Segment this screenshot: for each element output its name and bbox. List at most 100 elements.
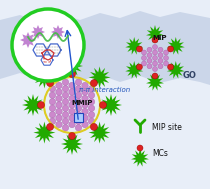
- Circle shape: [82, 89, 88, 95]
- Circle shape: [136, 46, 142, 52]
- Circle shape: [49, 98, 56, 105]
- Circle shape: [56, 108, 62, 115]
- Text: MMIP: MMIP: [71, 100, 93, 106]
- Polygon shape: [31, 25, 45, 39]
- Circle shape: [69, 95, 75, 102]
- Circle shape: [82, 82, 88, 89]
- Circle shape: [82, 108, 88, 115]
- Polygon shape: [146, 73, 164, 91]
- Circle shape: [69, 121, 75, 128]
- Polygon shape: [22, 94, 44, 116]
- Circle shape: [88, 86, 95, 92]
- Circle shape: [56, 95, 62, 102]
- Circle shape: [47, 123, 54, 130]
- Circle shape: [69, 108, 75, 115]
- Circle shape: [100, 101, 106, 108]
- Polygon shape: [125, 61, 143, 79]
- Polygon shape: [89, 122, 111, 144]
- Polygon shape: [131, 149, 149, 167]
- Circle shape: [152, 56, 158, 60]
- Circle shape: [62, 92, 69, 98]
- Circle shape: [62, 118, 69, 124]
- Circle shape: [62, 105, 69, 112]
- Circle shape: [82, 95, 88, 102]
- Circle shape: [75, 79, 82, 85]
- Circle shape: [88, 118, 95, 124]
- Circle shape: [49, 86, 56, 92]
- Circle shape: [75, 112, 82, 118]
- Circle shape: [56, 102, 62, 108]
- Circle shape: [158, 58, 163, 63]
- Circle shape: [75, 125, 82, 131]
- Circle shape: [75, 86, 82, 92]
- Text: GO: GO: [183, 70, 197, 80]
- Polygon shape: [33, 122, 55, 144]
- Polygon shape: [61, 55, 83, 77]
- Circle shape: [88, 105, 95, 112]
- Circle shape: [137, 145, 143, 151]
- Circle shape: [82, 121, 88, 128]
- Circle shape: [75, 92, 82, 98]
- Circle shape: [164, 50, 168, 55]
- Circle shape: [147, 64, 152, 69]
- Circle shape: [152, 73, 158, 79]
- Bar: [74, 113, 83, 122]
- Circle shape: [82, 102, 88, 108]
- Circle shape: [164, 56, 168, 60]
- Circle shape: [88, 92, 95, 98]
- Circle shape: [168, 64, 174, 70]
- Polygon shape: [100, 94, 122, 116]
- Circle shape: [69, 89, 75, 95]
- Polygon shape: [33, 66, 55, 88]
- Circle shape: [147, 53, 152, 58]
- Circle shape: [47, 80, 54, 87]
- Circle shape: [49, 118, 56, 124]
- Circle shape: [12, 9, 84, 81]
- Polygon shape: [51, 25, 65, 39]
- Polygon shape: [20, 32, 36, 48]
- Circle shape: [158, 53, 163, 58]
- Circle shape: [168, 46, 174, 52]
- Polygon shape: [167, 61, 185, 79]
- Circle shape: [56, 89, 62, 95]
- Polygon shape: [167, 37, 185, 55]
- Polygon shape: [89, 66, 111, 88]
- Circle shape: [158, 47, 163, 52]
- Circle shape: [62, 125, 69, 131]
- Circle shape: [49, 105, 56, 112]
- Circle shape: [68, 132, 76, 139]
- Polygon shape: [61, 133, 83, 155]
- Circle shape: [147, 58, 152, 63]
- Text: MIP site: MIP site: [152, 122, 182, 132]
- Circle shape: [152, 37, 158, 43]
- Polygon shape: [146, 25, 164, 43]
- Circle shape: [62, 79, 69, 85]
- Circle shape: [75, 118, 82, 124]
- Circle shape: [152, 50, 158, 55]
- Circle shape: [75, 98, 82, 105]
- Circle shape: [82, 115, 88, 121]
- Circle shape: [152, 44, 158, 50]
- Text: π-π interaction: π-π interaction: [79, 87, 131, 93]
- Polygon shape: [125, 37, 143, 55]
- Circle shape: [38, 101, 45, 108]
- Circle shape: [164, 61, 168, 66]
- Text: MIP: MIP: [153, 35, 167, 41]
- Circle shape: [152, 67, 158, 71]
- Circle shape: [62, 98, 69, 105]
- Circle shape: [91, 123, 97, 130]
- Polygon shape: [0, 11, 210, 85]
- Circle shape: [136, 64, 142, 70]
- Circle shape: [56, 121, 62, 128]
- Circle shape: [69, 102, 75, 108]
- Circle shape: [56, 82, 62, 89]
- Circle shape: [69, 115, 75, 121]
- Circle shape: [142, 56, 147, 60]
- Circle shape: [88, 98, 95, 105]
- Circle shape: [62, 86, 69, 92]
- Circle shape: [142, 61, 147, 66]
- Circle shape: [152, 61, 158, 66]
- Circle shape: [158, 64, 163, 69]
- Circle shape: [75, 105, 82, 112]
- Circle shape: [69, 82, 75, 89]
